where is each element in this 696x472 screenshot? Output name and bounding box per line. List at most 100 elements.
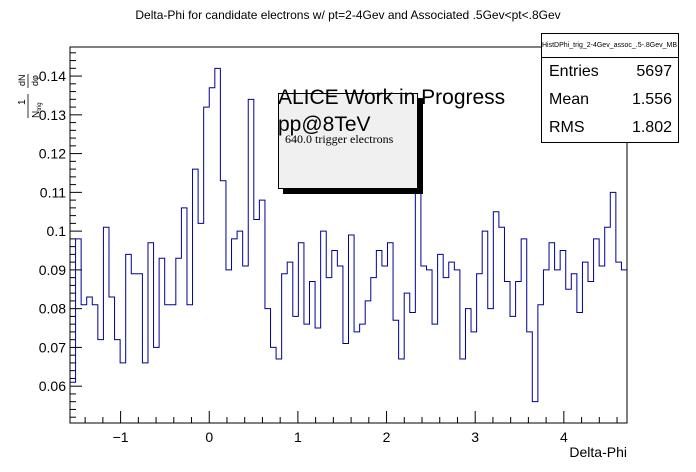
histogram-bin [415,188,421,423]
histogram-bin [282,274,288,423]
histogram-bin [493,212,499,423]
histogram-bin [504,282,510,423]
histogram-bin [460,359,466,423]
histogram-bin [187,305,193,423]
histogram-bin [337,266,343,423]
x-tick-label: 0 [205,429,213,445]
histogram-bin [265,309,271,423]
y-tick-labels: 0.06 0.07 0.08 0.09 0.1 0.11 0.12 0.13 0.14 [39,68,66,394]
histogram-bin [421,266,427,423]
histogram-series [70,67,627,423]
chart-title: Delta-Phi for candidate electrons w/ pt=… [135,8,560,22]
y-tick-label: 0.06 [39,378,66,394]
histogram-bin [243,266,249,423]
y-axis-label-denominator: Ntrig [31,102,43,118]
x-tick-label: 2 [383,429,391,445]
histogram-bin [304,324,310,423]
histogram-bin [271,347,277,423]
histogram-bin [204,107,210,423]
histogram-bin [254,219,260,423]
histogram-bin [371,278,377,423]
histogram-bin [543,270,549,423]
histogram-bin [432,324,438,423]
histogram-bin [276,359,282,423]
histogram-bin [404,293,410,423]
histogram-bin [248,99,254,423]
histogram-bin [226,270,232,423]
histogram-bin [109,297,115,423]
histogram-bin [315,328,321,423]
y-tick-label: 0.11 [40,184,66,200]
histogram-bin [154,347,160,423]
histogram-bin [577,313,583,423]
trigger-count-text: 640.0 trigger electrons [285,132,394,146]
histogram-bin [426,270,432,423]
histogram-bin [438,254,444,423]
histogram-bin [521,239,527,423]
histogram-bin [193,169,199,423]
histogram-bin [566,289,572,423]
y-axis-label-numerator: 1 [17,99,28,105]
histogram-bin [393,320,399,423]
mean-value: 1.556 [631,91,672,108]
mean-label: Mean [549,91,590,108]
histogram-bin [321,231,327,423]
x-tick-label: −1 [113,429,129,445]
x-tick-label: 4 [560,429,568,445]
y-tick-label: 0.12 [39,146,66,162]
histogram-bin [232,239,238,423]
histogram-name: HistDPhi_trig_2-4Gev_assoc_.5-.8Gev_MB [542,34,678,58]
histogram-bin [532,402,538,423]
x-tick-labels: −1 0 1 2 3 4 [113,429,568,445]
axis-ticks [70,52,618,423]
histogram-bin [170,305,176,423]
histogram-bin [76,239,82,423]
y-axis-label-dn: dN [17,74,27,86]
histogram-bin [387,243,393,423]
histogram-bin [549,243,555,423]
stats-row-mean: Mean 1.556 [542,86,678,114]
histogram-bin [92,305,98,423]
stats-box: HistDPhi_trig_2-4Gev_assoc_.5-.8Gev_MB E… [541,33,679,143]
y-tick-label: 0.13 [39,107,66,123]
histogram-bin [237,231,243,423]
histogram-bin [582,262,588,423]
y-tick-label: 0.07 [39,339,66,355]
y-tick-label: 0.1 [47,223,67,239]
histogram-bin [599,266,605,423]
y-axis-label-trig: trig [37,102,43,110]
histogram-bin [298,243,304,423]
histogram-bin [454,270,460,423]
rms-value: 1.802 [631,119,672,136]
histogram-bin [103,227,109,423]
histogram-bin [159,258,165,423]
histogram-bin [142,363,148,423]
histogram-bin [399,359,405,423]
y-tick-label: 0.09 [39,262,66,278]
entries-value: 5697 [636,63,672,80]
histogram-bin [382,266,388,423]
histogram-bin [326,278,332,423]
histogram-bin [87,297,93,423]
stats-row-rms: RMS 1.802 [542,114,678,142]
histogram-bin [343,344,349,423]
x-tick-label: 3 [471,429,479,445]
histogram-bin [477,274,483,423]
histogram-bin [449,262,455,423]
histogram-bin [360,324,366,423]
entries-label: Entries [549,63,599,80]
histogram-bin [555,270,561,423]
histogram-bin [571,274,577,423]
histogram-bin [137,274,143,423]
histogram-bin [471,332,477,423]
histogram-bin [198,223,204,423]
histogram-line [70,67,627,403]
histogram-bin [349,235,355,423]
alice-label-line2: pp@8TeV [278,113,371,136]
histogram-bin [465,309,471,423]
x-axis-label: Delta-Phi [569,444,627,460]
histogram-bin [510,316,516,423]
stats-row-entries: Entries 5697 [542,58,678,86]
histogram-bin [354,332,360,423]
histogram-bin [220,181,226,423]
